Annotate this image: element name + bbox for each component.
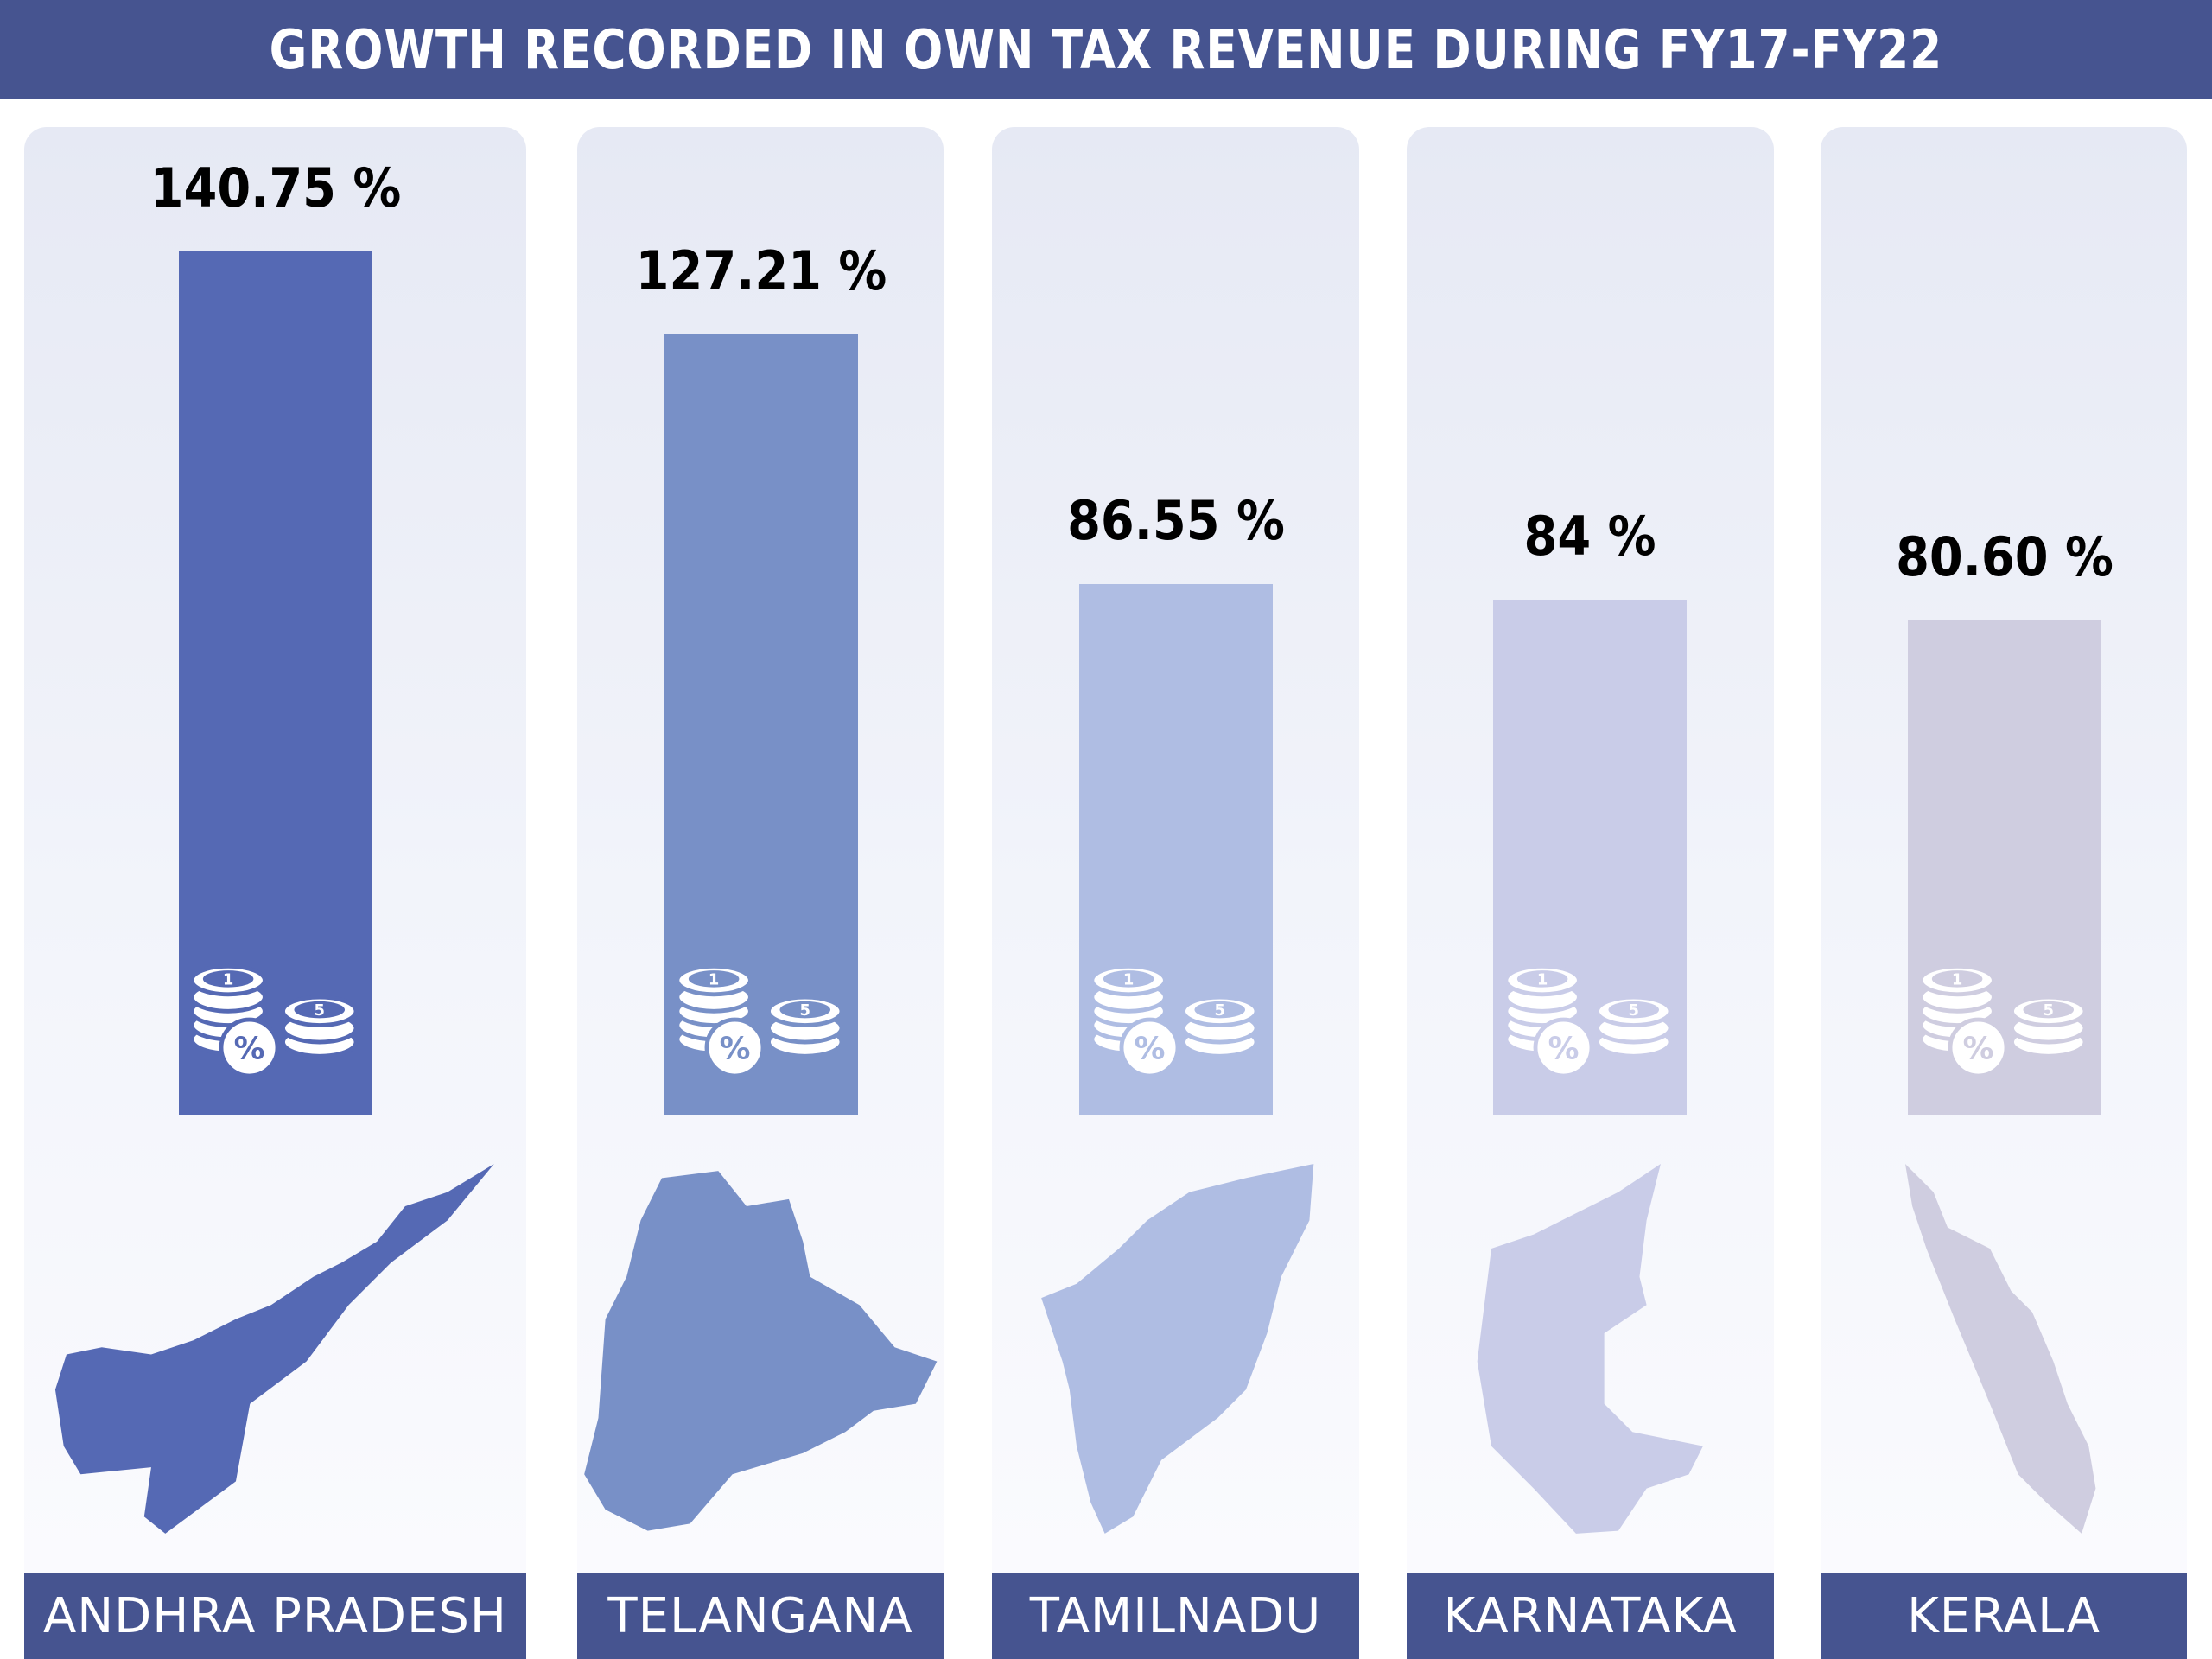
svg-text:%: % [1135,1032,1166,1067]
coin-stack-percent-icon: 1 5% [193,963,359,1076]
state-map-shape [584,1171,938,1531]
category-label: KERALA [1821,1573,2187,1659]
state-card: 127.21 % 1 5% TELANGANA [577,127,944,1659]
state-map-shape [1477,1164,1703,1534]
svg-text:5: 5 [315,1001,325,1020]
title-banner: GROWTH RECORDED IN OWN TAX REVENUE DURIN… [0,0,2212,99]
svg-text:5: 5 [800,1001,810,1020]
category-label: TELANGANA [577,1573,944,1659]
state-map-shape [1041,1164,1314,1534]
data-label: 84 % [1523,504,1656,568]
state-map-icon [1904,1164,2096,1534]
svg-text:1: 1 [223,970,233,988]
category-label: KARNATAKA [1407,1573,1774,1659]
category-label: TAMILNADU [992,1573,1359,1659]
state-card: 80.60 % 1 5% KERALA [1821,127,2187,1659]
data-label: 140.75 % [149,156,402,219]
svg-text:1: 1 [1123,970,1134,988]
data-label: 80.60 % [1896,524,2113,588]
svg-text:1: 1 [709,970,719,988]
state-map-shape [1904,1164,2096,1534]
data-label: 86.55 % [1067,488,1285,552]
svg-text:1: 1 [1952,970,1962,988]
svg-text:%: % [720,1032,751,1067]
svg-text:5: 5 [1629,1001,1639,1020]
svg-text:%: % [234,1032,265,1067]
coin-stack-percent-icon: 1 5% [1507,963,1673,1076]
category-label: ANDHRA PRADESH [24,1573,526,1659]
svg-text:5: 5 [1215,1001,1225,1020]
chart-title: GROWTH RECORDED IN OWN TAX REVENUE DURIN… [269,18,1943,81]
coin-stack-percent-icon: 1 5% [678,963,844,1076]
state-card: 86.55 % 1 5% TAMILNADU [992,127,1359,1659]
svg-text:%: % [1548,1032,1580,1067]
svg-text:%: % [1963,1032,1994,1067]
state-map-icon [54,1164,494,1534]
state-map-icon [584,1171,938,1531]
coin-stack-percent-icon: 1 5% [1093,963,1259,1076]
svg-text:1: 1 [1537,970,1548,988]
data-label: 127.21 % [635,239,887,303]
state-card: 140.75 % 1 5% ANDHRA PRADESH [24,127,526,1659]
coin-stack-percent-icon: 1 5% [1922,963,2088,1076]
state-map-icon [1041,1164,1314,1534]
state-map-shape [54,1164,494,1534]
svg-text:5: 5 [2044,1001,2054,1020]
state-map-icon [1477,1164,1703,1534]
state-card: 84 % 1 5% KARNATAKA [1407,127,1774,1659]
